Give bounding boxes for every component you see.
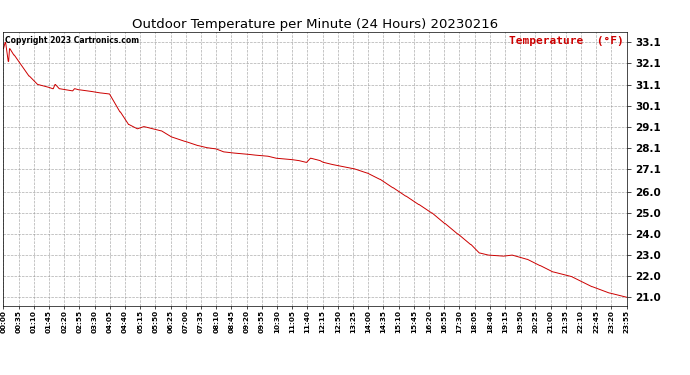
Text: Temperature  (°F): Temperature (°F)	[509, 36, 623, 46]
Text: Copyright 2023 Cartronics.com: Copyright 2023 Cartronics.com	[5, 36, 139, 45]
Title: Outdoor Temperature per Minute (24 Hours) 20230216: Outdoor Temperature per Minute (24 Hours…	[132, 18, 498, 31]
